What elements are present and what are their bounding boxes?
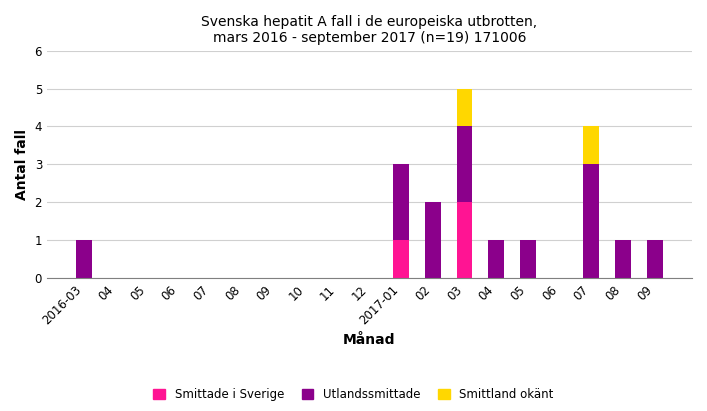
Bar (457, 202, 472, 278)
Bar (457, 127, 472, 202)
Bar (393, 240, 409, 278)
Bar (583, 127, 600, 164)
Bar (425, 202, 440, 278)
Bar (583, 164, 600, 278)
Title: Svenska hepatit A fall i de europeiska utbrotten,
mars 2016 - september 2017 (n=: Svenska hepatit A fall i de europeiska u… (201, 15, 537, 45)
Bar (489, 240, 504, 278)
Legend: Smittade i Sverige, Utlandssmittade, Smittland okänt: Smittade i Sverige, Utlandssmittade, Smi… (153, 388, 554, 401)
Bar (615, 240, 631, 278)
Bar (393, 164, 409, 240)
Bar (457, 88, 472, 127)
Bar (520, 240, 536, 278)
Bar (647, 240, 662, 278)
Bar (76, 240, 92, 278)
X-axis label: Månad: Månad (343, 332, 396, 347)
Y-axis label: Antal fall: Antal fall (15, 129, 29, 200)
